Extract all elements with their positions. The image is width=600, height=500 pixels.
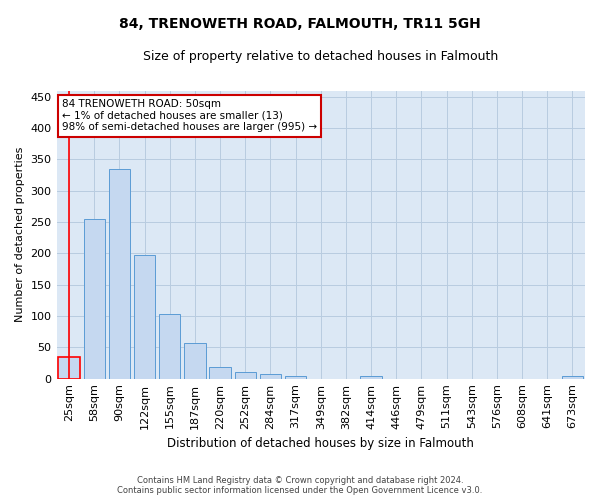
X-axis label: Distribution of detached houses by size in Falmouth: Distribution of detached houses by size … (167, 437, 474, 450)
Bar (83, 219, 105, 378)
Bar (235, 372, 256, 378)
Bar (260, 374, 281, 378)
Bar (109, 169, 130, 378)
Text: 84 TRENOWETH ROAD: 50sqm
← 1% of detached houses are smaller (13)
98% of semi-de: 84 TRENOWETH ROAD: 50sqm ← 1% of detache… (62, 99, 317, 132)
Bar (285, 376, 307, 378)
Text: 84, TRENOWETH ROAD, FALMOUTH, TR11 5GH: 84, TRENOWETH ROAD, FALMOUTH, TR11 5GH (119, 18, 481, 32)
Bar (134, 256, 155, 378)
Bar (58, 357, 80, 378)
Bar (184, 343, 206, 378)
Bar (209, 368, 231, 378)
Title: Size of property relative to detached houses in Falmouth: Size of property relative to detached ho… (143, 50, 499, 63)
Bar (562, 376, 583, 378)
Bar (159, 314, 181, 378)
Text: Contains HM Land Registry data © Crown copyright and database right 2024.
Contai: Contains HM Land Registry data © Crown c… (118, 476, 482, 495)
Bar (361, 376, 382, 378)
Y-axis label: Number of detached properties: Number of detached properties (15, 147, 25, 322)
